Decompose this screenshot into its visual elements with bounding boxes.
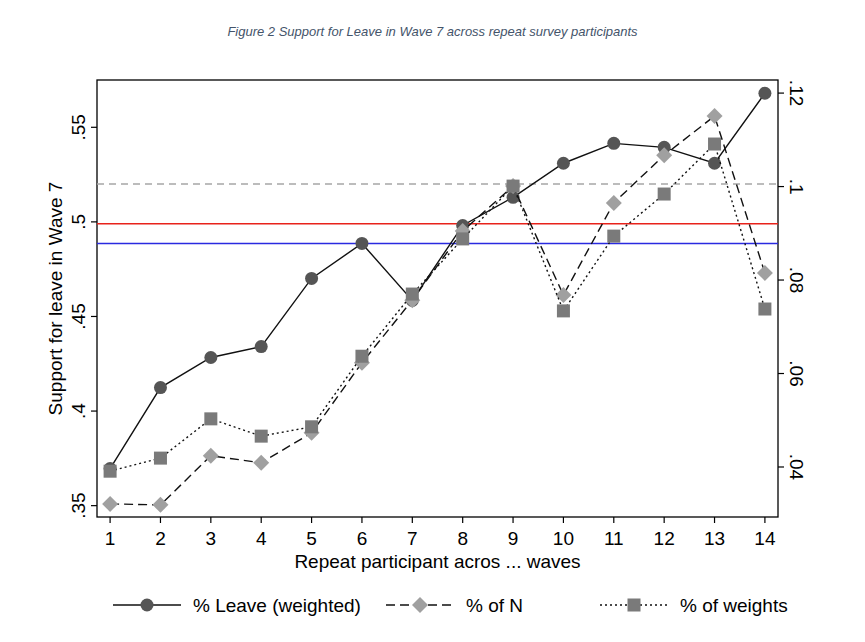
y-tick-label: .35 — [68, 492, 89, 518]
y2-tick — [778, 466, 784, 467]
series-marker — [656, 147, 672, 163]
x-axis-label: Repeat participant acros ... waves — [294, 551, 580, 572]
x-tick-label: 9 — [508, 528, 519, 549]
series-marker — [253, 455, 269, 471]
x-tick — [210, 517, 211, 523]
y2-tick — [778, 92, 784, 93]
y2-tick — [778, 279, 784, 280]
x-tick-label: 6 — [357, 528, 368, 549]
series-marker — [607, 230, 620, 243]
series-marker — [707, 108, 723, 124]
y2-tick-label: .08 — [786, 267, 807, 293]
series-marker — [204, 412, 217, 425]
series-marker — [606, 195, 622, 211]
y-tick-label: .5 — [68, 214, 89, 230]
x-tick-label: 4 — [256, 528, 267, 549]
x-tick-label: 5 — [306, 528, 317, 549]
y-tick-label: .55 — [68, 114, 89, 140]
x-tick — [613, 517, 614, 523]
title: Figure 2 Support for Leave in Wave 7 acr… — [227, 24, 638, 39]
plot-data — [97, 87, 778, 513]
series-marker — [154, 452, 167, 465]
reference-line — [97, 183, 778, 185]
y-tick — [91, 316, 97, 317]
y2-tick-label: .06 — [786, 360, 807, 386]
series-marker — [102, 496, 118, 512]
chart: Figure 2 Support for Leave in Wave 7 acr… — [0, 0, 865, 642]
x-tick — [160, 517, 161, 523]
legend-marker — [412, 597, 428, 613]
legend-label: % Leave (weighted) — [193, 595, 361, 616]
x-tick — [412, 517, 413, 523]
y2-tick-label: .12 — [786, 80, 807, 106]
y-tick-label: .4 — [68, 403, 89, 419]
legend-marker — [141, 599, 154, 612]
series-marker — [557, 157, 570, 170]
y-tick — [91, 410, 97, 411]
y2-tick-label: .04 — [786, 454, 807, 481]
x-tick — [714, 517, 715, 523]
series-marker — [555, 287, 571, 303]
series-line — [110, 116, 765, 505]
x-tick-label: 12 — [654, 528, 675, 549]
series-marker — [255, 340, 268, 353]
x-tick-label: 13 — [704, 528, 725, 549]
x-tick-label: 3 — [206, 528, 217, 549]
legend: % Leave (weighted) % of N % of weights — [113, 595, 788, 616]
x-tick-label: 14 — [754, 528, 776, 549]
y-tick-label: .45 — [68, 303, 89, 329]
series-line — [110, 93, 765, 468]
reference-line — [97, 243, 778, 245]
y-axis-label: Support for leave in Wave 7 — [45, 182, 66, 416]
x-tick-label: 11 — [604, 528, 624, 549]
series-marker — [305, 272, 318, 285]
series-marker — [456, 232, 469, 245]
x-tick — [664, 517, 665, 523]
x-tick-label: 7 — [407, 528, 418, 549]
series-marker — [305, 420, 318, 433]
series-marker — [758, 303, 771, 316]
series-marker — [708, 138, 721, 151]
series-marker — [406, 288, 419, 301]
y2-tick — [778, 373, 784, 374]
y2-tick-label: .1 — [786, 179, 807, 195]
y2-tick — [778, 186, 784, 187]
series-marker — [152, 497, 168, 513]
x-tick — [764, 517, 765, 523]
x-tick — [563, 517, 564, 523]
x-tick — [512, 517, 513, 523]
series-marker — [154, 381, 167, 394]
series-marker — [355, 237, 368, 250]
x-tick-label: 2 — [155, 528, 166, 549]
series-marker — [505, 178, 521, 194]
legend-marker — [628, 599, 641, 612]
series-marker — [355, 350, 368, 363]
x-tick — [109, 517, 110, 523]
x-tick-label: 10 — [553, 528, 574, 549]
series-marker — [255, 430, 268, 443]
x-tick — [311, 517, 312, 523]
series-marker — [203, 448, 219, 464]
series-marker — [104, 465, 117, 478]
y-tick — [91, 505, 97, 506]
series-marker — [557, 304, 570, 317]
x-tick — [462, 517, 463, 523]
series-marker — [507, 180, 520, 193]
x-tick-label: 1 — [105, 528, 116, 549]
y-tick — [91, 127, 97, 128]
series-marker — [658, 188, 671, 201]
legend-label: % of N — [466, 595, 523, 616]
reference-line — [97, 223, 778, 225]
series-marker — [204, 351, 217, 364]
plot-frame — [97, 80, 778, 517]
x-tick-label: 8 — [457, 528, 468, 549]
series-marker — [607, 137, 620, 150]
x-tick — [361, 517, 362, 523]
y-tick — [91, 221, 97, 222]
legend-label: % of weights — [680, 595, 788, 616]
series-marker — [758, 87, 771, 100]
series-marker — [757, 265, 773, 281]
x-tick — [261, 517, 262, 523]
series-line — [110, 144, 765, 471]
